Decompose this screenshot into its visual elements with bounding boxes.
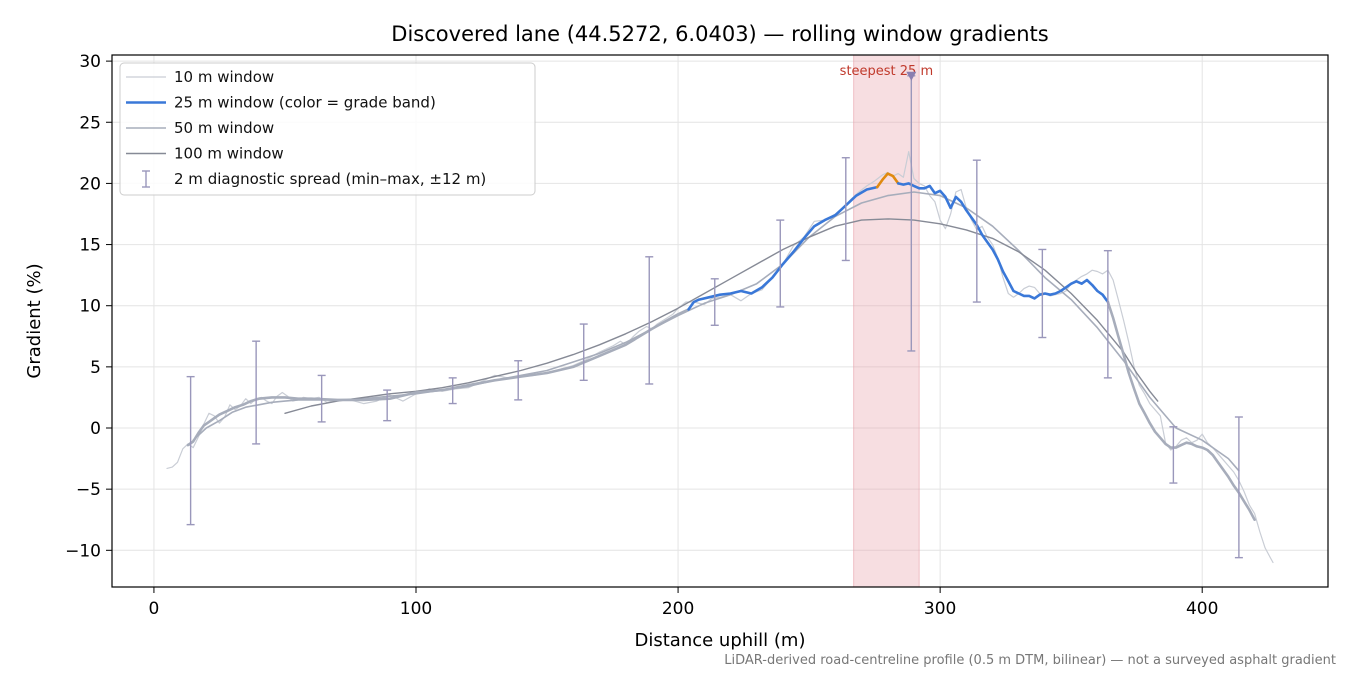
y-tick-label: 5 — [90, 358, 101, 378]
diagnostic-spread-bar — [514, 360, 523, 401]
plot-frame — [111, 54, 1329, 588]
footnote: LiDAR-derived road-centreline profile (0… — [724, 653, 1336, 668]
diagnostic-spread-bar — [776, 219, 785, 308]
y-tick-label: 10 — [79, 297, 101, 317]
diagnostic-spread-bar — [1169, 426, 1178, 484]
x-axis-label: Distance uphill (m) — [635, 630, 806, 651]
diagnostic-spread-bar — [1038, 248, 1047, 339]
diagnostic-spread-bar — [972, 159, 981, 303]
legend-box — [119, 62, 536, 196]
steepest-band-label: steepest 25 m — [840, 64, 933, 79]
diagnostic-spread-bar — [710, 278, 719, 326]
legend-label: 50 m window — [174, 119, 274, 137]
x-tick-label: 400 — [1186, 599, 1218, 619]
y-axis-label: Gradient (%) — [24, 263, 45, 378]
y-tick-label: 25 — [79, 113, 101, 133]
diagnostic-spread-bar — [383, 389, 392, 422]
steepest-band-layer: steepest 25 m — [840, 54, 933, 588]
y-tick-label: 30 — [79, 52, 101, 72]
steepest-marker-layer — [906, 71, 917, 81]
diagnostic-spread-bar — [317, 374, 326, 423]
x-tick-label: 200 — [662, 599, 694, 619]
x-tick-label: 300 — [924, 599, 956, 619]
diagnostic-spread-layer — [186, 75, 1243, 559]
legend-label: 100 m window — [174, 145, 284, 163]
diagnostic-spread-bar — [579, 323, 588, 382]
y-tick-label: 15 — [79, 236, 101, 256]
y-tick-label: 20 — [79, 174, 101, 194]
axis-ticks: 0 100 200 300 400 −10 −5 0 5 10 15 20 25 30 — [65, 52, 1218, 619]
diagnostic-spread-bar — [841, 157, 850, 262]
y-tick-label: −5 — [76, 480, 101, 500]
steepest-25m-band — [853, 54, 920, 588]
diagnostic-spread-bar — [1103, 249, 1112, 379]
series-line-25m-segment — [687, 185, 879, 311]
series-line-100m — [284, 218, 1159, 414]
x-tick-label: 0 — [149, 599, 160, 619]
legend: 10 m window 25 m window (color = grade ba… — [119, 62, 536, 196]
series-line-25m-segment — [896, 182, 1110, 304]
legend-label: 2 m diagnostic spread (min–max, ±12 m) — [174, 170, 486, 188]
legend-label: 10 m window — [174, 68, 274, 86]
diagnostic-spread-bar — [448, 377, 457, 405]
x-tick-label: 100 — [400, 599, 432, 619]
grid-lines — [112, 55, 1328, 587]
legend-label: 25 m window (color = grade band) — [174, 94, 436, 112]
y-tick-label: −10 — [65, 541, 101, 561]
diagnostic-spread-bar — [1234, 416, 1243, 559]
series-line-25m-segment — [1106, 300, 1256, 522]
diagnostic-spread-bar — [186, 375, 195, 526]
diagnostic-spread-bar — [645, 256, 654, 385]
series-line-25m-segment — [875, 172, 900, 189]
chart-title: Discovered lane (44.5272, 6.0403) — roll… — [391, 22, 1048, 46]
steepest-marker — [906, 71, 917, 81]
y-tick-label: 0 — [90, 419, 101, 439]
diagnostic-spread-bar — [252, 340, 261, 445]
series-layer — [166, 151, 1274, 564]
series-line-25m-segment — [186, 308, 690, 447]
